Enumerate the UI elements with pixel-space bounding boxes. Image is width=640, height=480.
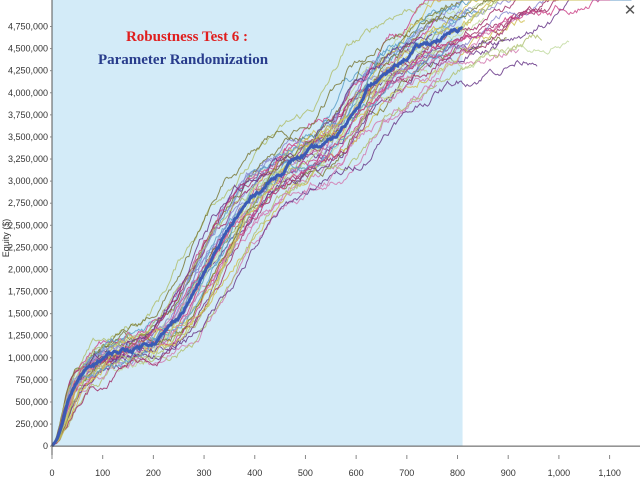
y-tick-label: 4,250,000	[8, 66, 48, 76]
run-line	[51, 33, 433, 447]
x-tick-label: 500	[298, 468, 313, 478]
run-line	[51, 0, 588, 447]
y-tick-label: 250,000	[15, 419, 48, 429]
y-tick-label: 500,000	[15, 397, 48, 407]
y-tick-label: 2,750,000	[8, 198, 48, 208]
x-tick-label: 600	[349, 468, 364, 478]
y-tick-label: 1,750,000	[8, 287, 48, 297]
y-tick-label: 750,000	[15, 375, 48, 385]
close-button[interactable]: ✕	[623, 1, 637, 19]
chart-title: Robustness Test 6 :	[126, 29, 248, 45]
run-line	[51, 0, 623, 447]
y-tick-label: 3,250,000	[8, 154, 48, 164]
y-tick-labels: 0 250,000 500,000 750,000 1,000,000 1,250,000…	[8, 22, 52, 451]
x-tick-label: 300	[197, 468, 212, 478]
x-tick-label: 200	[146, 468, 161, 478]
y-tick-label: 2,250,000	[8, 242, 48, 252]
y-axis-label: Equity ($)	[1, 219, 11, 258]
x-tick-label: 0	[49, 468, 54, 478]
y-tick-label: 2,000,000	[8, 264, 48, 274]
x-tick-label: 1,000	[548, 468, 571, 478]
x-tick-labels: 0 100 200 300 400 500 600 700 800 900 1,000 1,100	[49, 455, 621, 478]
main-equity-line	[50, 26, 464, 448]
run-line	[51, 0, 632, 447]
y-tick-label: 3,000,000	[8, 176, 48, 186]
x-tick-label: 900	[501, 468, 516, 478]
y-tick-label: 1,000,000	[8, 353, 48, 363]
y-tick-label: 0	[43, 441, 48, 451]
x-tick-label: 700	[399, 468, 414, 478]
y-tick-label: 3,500,000	[8, 132, 48, 142]
run-line	[51, 0, 559, 447]
y-tick-label: 2,500,000	[8, 220, 48, 230]
x-tick-label: 1,100	[598, 468, 621, 478]
y-tick-label: 4,750,000	[8, 22, 48, 32]
run-line	[51, 33, 543, 447]
y-tick-label: 1,250,000	[8, 331, 48, 341]
y-tick-label: 4,500,000	[8, 44, 48, 54]
y-tick-label: 1,500,000	[8, 309, 48, 319]
run-line	[51, 0, 449, 447]
run-line	[51, 0, 617, 447]
chart-subtitle: Parameter Randomization	[98, 52, 269, 68]
y-tick-label: 4,000,000	[8, 88, 48, 98]
y-tick-label: 3,750,000	[8, 110, 48, 120]
x-tick-label: 800	[450, 468, 465, 478]
x-tick-label: 400	[247, 468, 262, 478]
x-tick-label: 100	[95, 468, 110, 478]
run-line	[51, 6, 448, 447]
